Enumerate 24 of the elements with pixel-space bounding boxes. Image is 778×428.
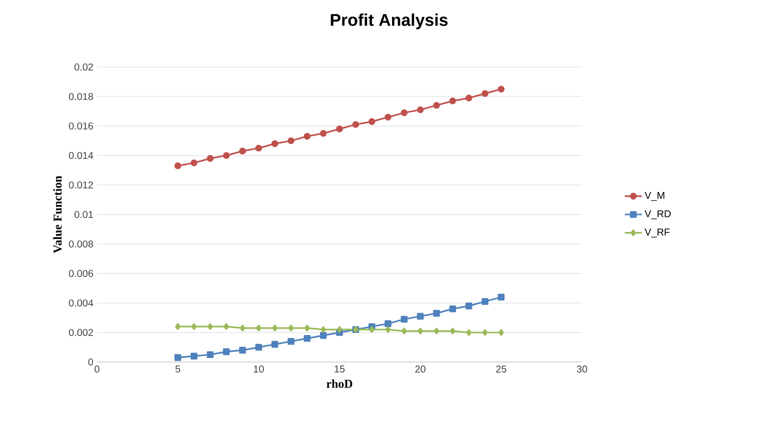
legend-label: V_M <box>644 192 664 201</box>
y-tick-label: 0.02 <box>74 63 93 71</box>
x-tick-label: 25 <box>496 366 506 373</box>
y-tick-label: 0.008 <box>68 240 94 248</box>
x-tick-label: 0 <box>94 366 100 373</box>
y-tick-label: 0.014 <box>68 152 94 160</box>
y-tick-label: 0.006 <box>68 270 94 278</box>
y-tick-label: 0.018 <box>68 92 94 100</box>
y-tick-label: 0.004 <box>68 299 94 307</box>
y-tick-label: 0 <box>88 358 94 366</box>
x-tick-label: 20 <box>415 366 426 373</box>
legend-label: V_RF <box>644 228 670 238</box>
chart-title: Profit Analysis <box>330 14 448 30</box>
x-tick-label: 5 <box>175 366 180 372</box>
legend-label: V_RD <box>644 210 671 220</box>
y-axis-title: Value Function <box>53 176 62 254</box>
y-tick-label: 0.01 <box>74 210 93 218</box>
x-tick-label: 30 <box>576 366 588 373</box>
y-tick-label: 0.012 <box>68 181 93 189</box>
x-tick-label: 10 <box>254 366 264 373</box>
x-axis-title: rhoD <box>326 379 352 388</box>
y-tick-label: 0.016 <box>68 122 94 130</box>
y-tick-label: 0.002 <box>68 328 93 336</box>
x-tick-label: 15 <box>334 366 345 372</box>
